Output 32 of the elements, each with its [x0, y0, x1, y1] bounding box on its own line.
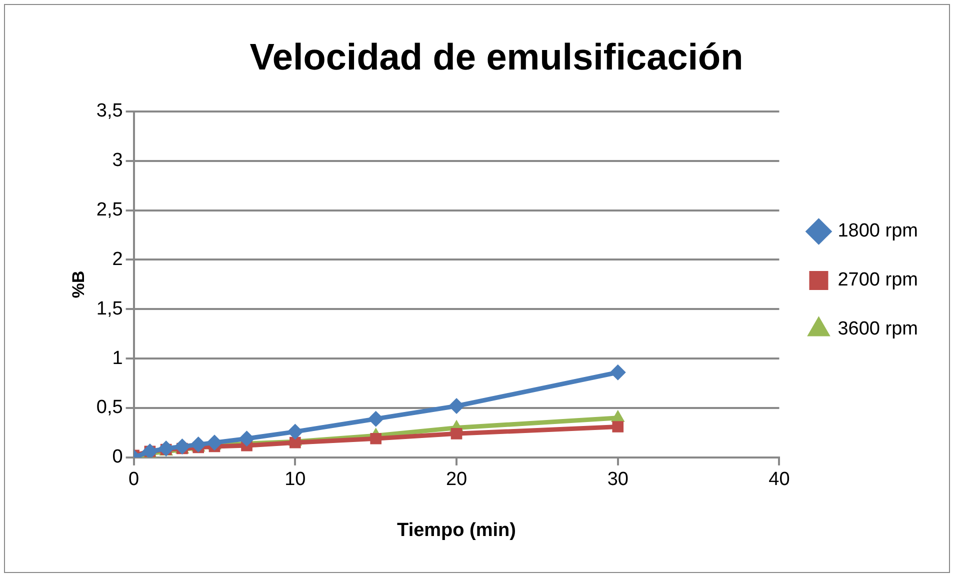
- x-tick-label: 30: [607, 469, 628, 490]
- y-tick-label: 0,5: [96, 397, 123, 418]
- point: [610, 364, 626, 380]
- point: [370, 432, 382, 444]
- point: [290, 436, 301, 448]
- y-tick-label: 1,5: [96, 298, 123, 320]
- chart-title: Velocidad de emulsificación: [250, 36, 744, 78]
- point: [206, 434, 222, 451]
- point: [158, 440, 174, 457]
- y-tick-label: 3,5: [96, 100, 123, 122]
- point: [368, 410, 384, 427]
- legend-label: 3600 rpm: [838, 318, 918, 340]
- x-tick-label: 0: [128, 469, 140, 490]
- point: [612, 421, 624, 432]
- point: [174, 438, 190, 455]
- y-axis-title: %B: [68, 270, 88, 298]
- y-tick-label: 2: [112, 248, 123, 270]
- point: [448, 398, 465, 414]
- legend-label: 2700 rpm: [838, 270, 918, 291]
- legend-label: 1800 rpm: [838, 220, 918, 242]
- point: [190, 436, 206, 453]
- y-tick-label: 0: [112, 446, 123, 468]
- point: [287, 424, 304, 440]
- x-axis-title: Tiempo (min): [397, 520, 516, 541]
- y-tick-label: 2,5: [96, 199, 123, 220]
- y-tick-label: 1: [112, 348, 123, 369]
- x-tick-label: 40: [768, 469, 790, 490]
- x-tick-label: 20: [446, 469, 468, 490]
- x-tick-label: 10: [284, 469, 306, 490]
- point: [450, 428, 462, 440]
- y-tick-label: 3: [112, 150, 123, 172]
- point: [238, 430, 255, 447]
